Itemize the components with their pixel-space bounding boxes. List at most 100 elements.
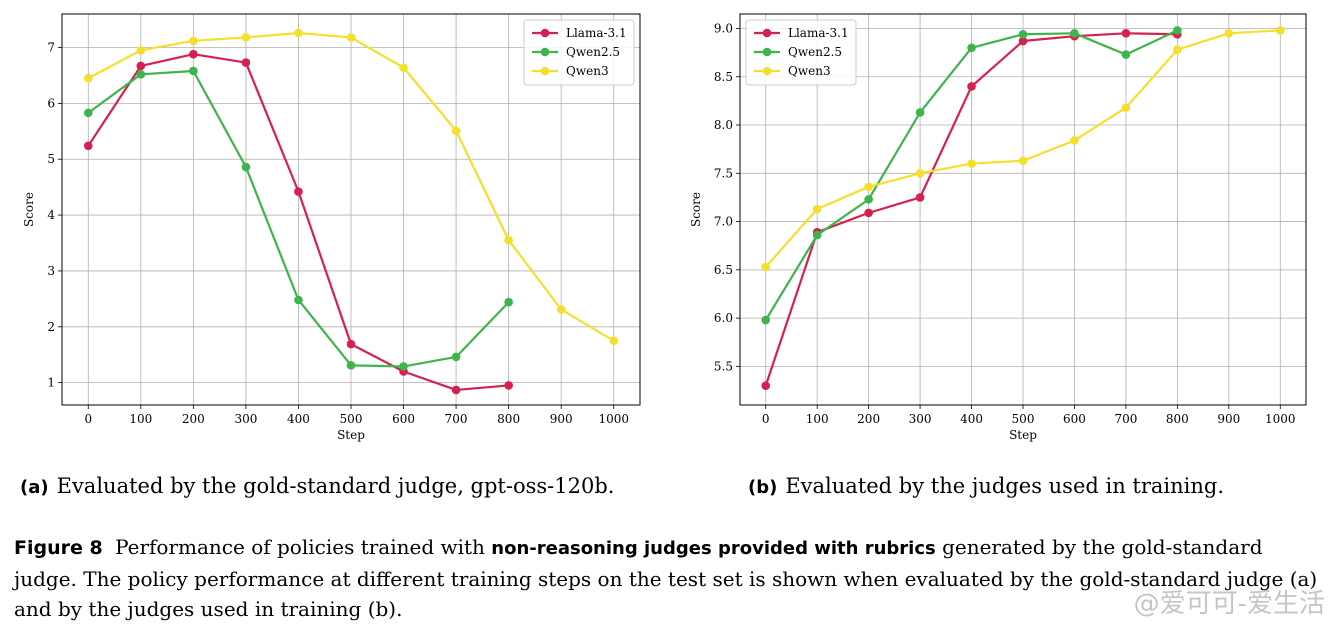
y-tick-label: 6.0	[714, 311, 733, 325]
data-point	[504, 381, 513, 390]
y-tick-label: 6.5	[714, 263, 733, 277]
data-point	[136, 61, 146, 71]
data-point	[136, 70, 146, 79]
x-tick-label: 300	[909, 412, 932, 426]
x-tick-label: 0	[84, 412, 92, 426]
data-point	[864, 195, 873, 204]
data-point	[967, 43, 976, 53]
data-point	[346, 33, 356, 42]
data-point	[504, 297, 513, 307]
data-point	[915, 193, 925, 202]
legend-label: Llama-3.1	[566, 26, 627, 40]
y-tick-label: 7.0	[714, 215, 733, 229]
legend-label: Qwen2.5	[566, 45, 620, 59]
y-tick-label: 2	[47, 320, 55, 334]
data-point	[967, 82, 976, 91]
chart-a: 0 100 200 300 400 500 600 700 800 900 1000 1 2 3 4 5 6 7 S…	[22, 13, 641, 442]
x-tick-label: 600	[1063, 412, 1086, 426]
x-tick-label: 300	[234, 412, 257, 426]
data-point	[1018, 156, 1028, 166]
data-point	[189, 36, 198, 46]
x-tick-label: 700	[445, 412, 468, 426]
figure-caption-text-before: Performance of policies trained with	[115, 535, 485, 559]
data-point	[136, 46, 146, 55]
x-tick-label: 800	[1166, 412, 1189, 426]
x-tick-label: 200	[182, 412, 205, 426]
data-point	[1121, 29, 1131, 38]
data-point	[346, 339, 356, 349]
data-point	[451, 352, 461, 362]
x-tick-label: 500	[340, 412, 363, 426]
data-point	[864, 182, 873, 192]
data-point	[83, 108, 93, 118]
y-tick-label: 7	[47, 41, 55, 55]
data-point	[241, 58, 251, 67]
x-axis-label: Step	[1009, 428, 1037, 442]
data-point	[399, 362, 408, 371]
data-point	[1275, 26, 1285, 35]
data-point	[1121, 50, 1131, 59]
data-point	[915, 108, 925, 117]
y-axis-label: Score	[22, 192, 36, 227]
y-tick-label: 3	[47, 264, 55, 278]
x-tick-label: 1000	[1265, 412, 1296, 426]
data-point	[399, 63, 408, 72]
y-tick-label: 5	[47, 152, 55, 166]
data-point	[761, 262, 771, 272]
x-tick-label: 800	[497, 412, 520, 426]
data-point	[761, 381, 771, 390]
data-point	[241, 162, 251, 172]
data-point	[189, 49, 198, 59]
y-tick-label: 5.5	[714, 359, 733, 373]
legend-swatch-marker	[762, 66, 772, 76]
caption-a-text: Evaluated by the gold-standard judge, gp…	[56, 474, 615, 498]
x-tick-label: 100	[806, 412, 829, 426]
figure-caption-text-after: generated by the gold-standard judge. Th…	[14, 535, 1318, 621]
data-point	[83, 141, 93, 151]
legend-box	[745, 19, 857, 86]
x-tick-label: 1000	[598, 412, 629, 426]
x-tick-label: 900	[1217, 412, 1240, 426]
x-axis-label: Step	[337, 428, 365, 442]
figure-caption-label: Figure 8	[14, 537, 103, 559]
x-tick-label: 400	[960, 412, 983, 426]
data-point	[812, 230, 822, 240]
data-point	[346, 361, 356, 370]
data-point	[1018, 36, 1028, 46]
figure-caption: Figure 8 Performance of policies trained…	[14, 532, 1324, 624]
data-point	[451, 126, 461, 136]
y-axis-label: Score	[689, 192, 703, 227]
data-point	[1121, 103, 1131, 112]
chart-b: 0 100 200 300 400 500 600 700 800 900 1000 5.5 6.0 6.…	[689, 13, 1307, 442]
data-point	[1173, 45, 1182, 55]
x-tick-label: 900	[550, 412, 573, 426]
x-tick-label: 100	[129, 412, 152, 426]
data-point	[761, 315, 771, 325]
watermark: @爱可可-爱生活	[1133, 589, 1325, 619]
data-point	[294, 295, 303, 305]
data-point	[451, 385, 461, 395]
legend-swatch-marker	[762, 47, 772, 57]
data-point	[967, 159, 976, 168]
x-tick-label: 500	[1012, 412, 1035, 426]
x-tick-label: 200	[857, 412, 880, 426]
y-tick-label: 1	[47, 376, 55, 390]
x-tick-label: 400	[287, 412, 310, 426]
caption-b-text: Evaluated by the judges used in training…	[785, 474, 1225, 498]
figure-charts: 0 100 200 300 400 500 600 700 800 900 10001234567S…	[22, 13, 1307, 442]
legend-label: Qwen3	[566, 64, 609, 78]
caption-b-label: (b)	[748, 477, 778, 498]
caption-b: (b) Evaluated by the judges used in train…	[748, 474, 1224, 498]
legend-label: Qwen3	[788, 64, 831, 78]
data-point	[241, 33, 251, 42]
data-point	[1018, 29, 1028, 39]
data-point	[1070, 136, 1079, 145]
legend-swatch-marker	[762, 28, 772, 38]
data-point	[83, 73, 93, 83]
caption-a: (a) Evaluated by the gold-standard judge,…	[20, 474, 614, 498]
legend-label: Llama-3.1	[788, 26, 849, 40]
data-point	[1224, 29, 1234, 38]
data-point	[609, 336, 619, 346]
legend-swatch-marker	[540, 47, 550, 57]
data-point	[1070, 29, 1079, 38]
